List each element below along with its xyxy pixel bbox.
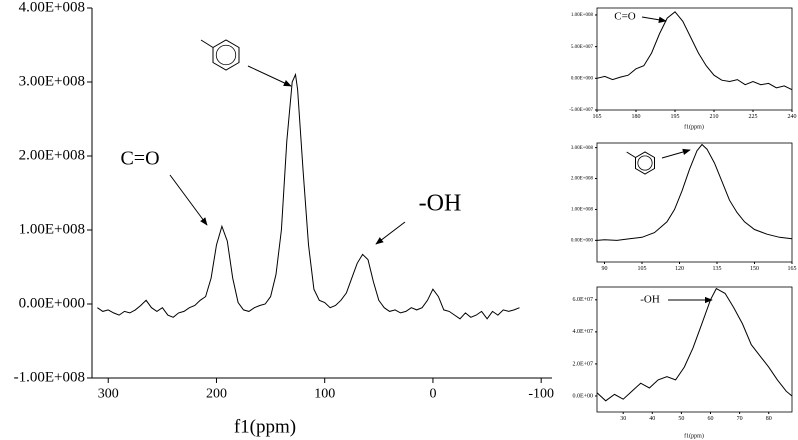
annotation: -OH xyxy=(640,294,660,306)
annotation: -OH xyxy=(419,191,462,217)
annotation: C=O xyxy=(614,11,636,23)
x-tick-label: 165 xyxy=(593,114,602,120)
spectrum-line xyxy=(97,72,520,320)
benzene-tail xyxy=(200,39,214,48)
y-tick-label: 0.00E+000 xyxy=(571,76,594,81)
spectrum-line xyxy=(596,143,793,241)
benzene-ring xyxy=(212,39,240,71)
plot-frame xyxy=(596,7,793,111)
x-tick-label: 210 xyxy=(710,114,719,120)
x-tick-label: 70 xyxy=(737,416,743,422)
x-tick-label: 60 xyxy=(708,416,714,422)
y-tick-label: 2.00E+008 xyxy=(19,147,85,163)
y-tick-label: 4.00E+008 xyxy=(19,0,85,15)
y-tick-label: 2.00E+008 xyxy=(571,177,594,182)
x-tick-label: 180 xyxy=(632,114,641,120)
benzene-inner xyxy=(637,155,653,171)
x-axis-title: f1(ppm) xyxy=(684,432,704,439)
y-tick-label: 5.00E+007 xyxy=(571,45,594,50)
x-tick-label: 165 xyxy=(788,266,797,272)
spectrum-line xyxy=(596,11,793,91)
x-tick-label: 300 xyxy=(98,386,119,401)
benzene-ring xyxy=(635,151,655,175)
x-tick-label: 100 xyxy=(314,386,335,401)
y-tick-label: 3.00E+008 xyxy=(19,73,85,89)
spectrum-line xyxy=(596,287,793,402)
x-tick-label: -100 xyxy=(528,386,554,401)
y-tick-label: 0.0E+00 xyxy=(572,393,593,399)
plot-frame xyxy=(596,142,793,263)
y-tick-label: -1.00E+008 xyxy=(14,369,85,385)
arrow xyxy=(247,65,292,87)
x-tick-label: 40 xyxy=(649,416,655,422)
y-tick-label: 2.0E+07 xyxy=(572,361,593,367)
benzene-tail xyxy=(626,151,636,158)
benzene-inner xyxy=(215,44,237,66)
x-tick-label: 30 xyxy=(620,416,626,422)
x-tick-label: 195 xyxy=(671,114,680,120)
x-tick-label: 120 xyxy=(675,266,684,272)
y-tick-label: 0.00E+000 xyxy=(571,239,594,244)
annotation: C=O xyxy=(120,148,159,170)
arrow xyxy=(375,221,406,245)
y-tick-label: 1.00E+008 xyxy=(571,13,594,18)
y-tick-label: -5.00E+007 xyxy=(569,108,593,113)
y-tick-label: 3.00E+008 xyxy=(571,146,594,151)
arrow xyxy=(169,174,208,226)
y-tick-label: 4.0E+07 xyxy=(572,329,593,335)
x-tick-label: 0 xyxy=(429,386,436,401)
x-tick-label: 80 xyxy=(766,416,772,422)
x-tick-label: 90 xyxy=(602,266,608,272)
x-axis-title: f1(ppm) xyxy=(234,416,296,437)
x-tick-label: 150 xyxy=(750,266,759,272)
x-tick-label: 225 xyxy=(749,114,758,120)
x-tick-label: 200 xyxy=(206,386,227,401)
plot-frame xyxy=(596,286,793,413)
y-tick-label: 0.00E+000 xyxy=(19,295,85,311)
arrow xyxy=(661,148,691,159)
y-tick-label: 6.0E+07 xyxy=(572,297,593,303)
arrow xyxy=(641,16,667,23)
y-tick-label: 1.00E+008 xyxy=(571,208,594,213)
x-tick-label: 135 xyxy=(713,266,722,272)
x-axis-title: f1(ppm) xyxy=(684,123,704,130)
x-tick-label: 50 xyxy=(678,416,684,422)
x-tick-label: 105 xyxy=(638,266,647,272)
x-tick-label: 240 xyxy=(788,114,797,120)
y-tick-label: 1.00E+008 xyxy=(19,221,85,237)
